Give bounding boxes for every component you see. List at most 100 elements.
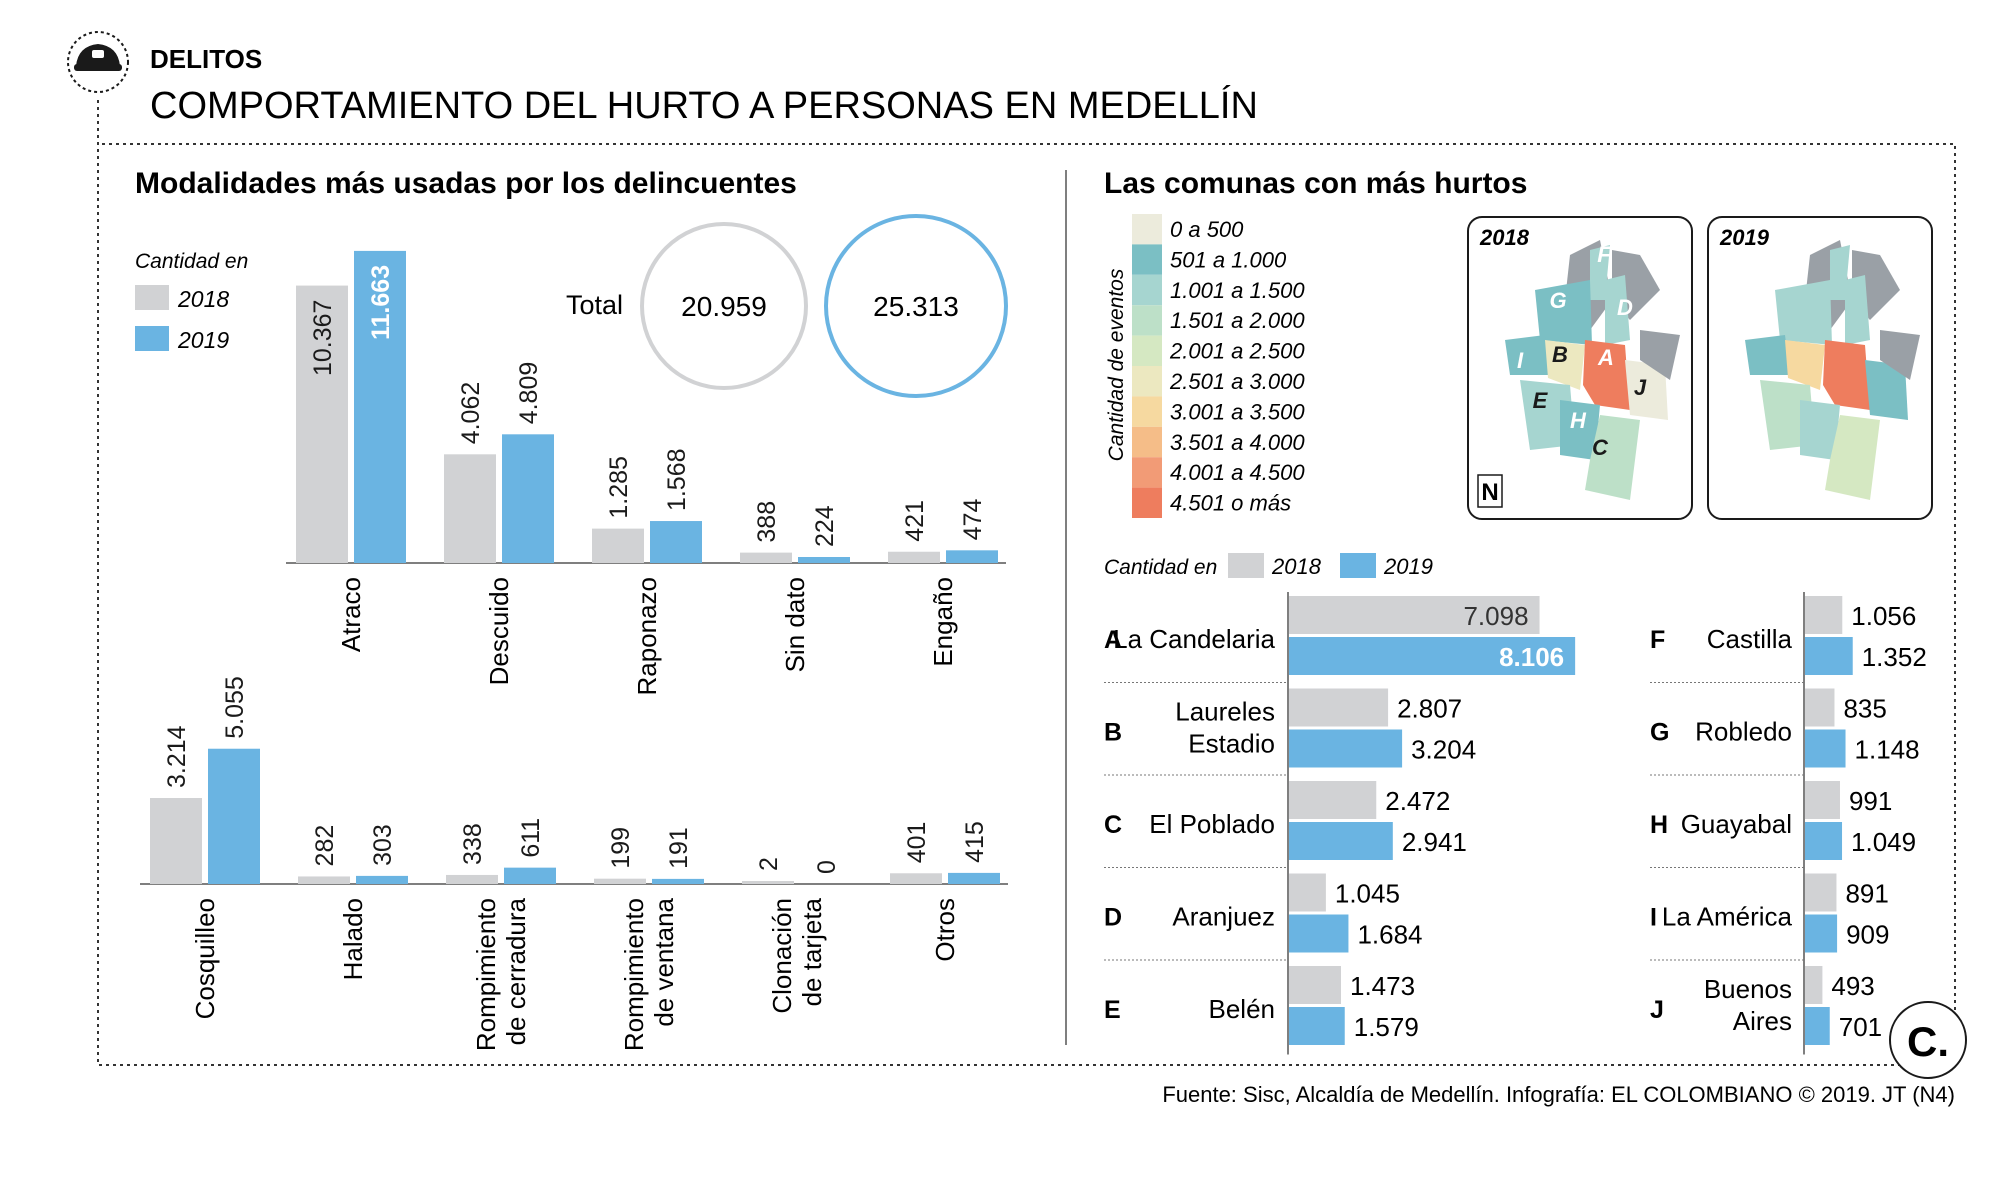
value-label-rompimiento-de-ventana-2018: 199 <box>607 827 635 869</box>
value-label-la-candelaria-2018: 7.098 <box>1463 601 1528 631</box>
comuna-letter-i: I <box>1650 904 1657 932</box>
value-label-castilla-2019: 1.352 <box>1862 642 1927 672</box>
bar-cosquilleo-2018 <box>150 797 202 884</box>
bar-belen-2019 <box>1289 1007 1345 1045</box>
bar-clonacion-de-tarjeta-2018 <box>742 881 794 884</box>
category-label-halado: Halado <box>338 898 368 980</box>
bar-cosquilleo-2019 <box>208 748 260 884</box>
police-cap-icon <box>74 44 122 71</box>
left-legend-swatch-2018 <box>135 285 169 310</box>
value-label-atraco-2019: 11.663 <box>367 265 395 340</box>
category-label-raponazo: Raponazo <box>632 577 662 696</box>
scale-label-2: 1.001 a 1.500 <box>1170 278 1305 303</box>
comunas-legend-label-2018: 2018 <box>1271 554 1322 579</box>
scale-swatch-7 <box>1132 426 1162 458</box>
value-label-cosquilleo-2019: 5.055 <box>221 676 249 739</box>
comuna-letter-d: D <box>1104 904 1122 932</box>
value-label-otros-2018: 401 <box>903 822 931 864</box>
bar-aranjuez-2019 <box>1289 914 1349 953</box>
scale-label-4: 2.001 a 2.500 <box>1169 339 1305 364</box>
map-letter-h: H <box>1570 408 1587 433</box>
map-letter-c: C <box>1592 435 1609 460</box>
category-label-cosquilleo: Cosquilleo <box>190 898 220 1019</box>
scale-label-1: 501 a 1.000 <box>1170 247 1287 272</box>
bar-la-america-2018 <box>1805 873 1837 912</box>
map-2018-letters: A B C D E F G H I J <box>1517 242 1647 460</box>
bar-laureles-estadio-2018 <box>1289 688 1389 727</box>
value-label-la-candelaria-2019: 8.106 <box>1499 642 1564 672</box>
comuna-name-aranjuez: Aranjuez <box>1172 902 1275 932</box>
bar-castilla-2019 <box>1805 637 1853 675</box>
map-letter-d: D <box>1617 295 1633 320</box>
bar-sin-dato-2019 <box>798 557 850 563</box>
category-label-descuido: Descuido <box>484 577 514 685</box>
scale-title: Cantidad de eventos <box>1105 268 1128 461</box>
bar-guayabal-2018 <box>1805 781 1840 819</box>
value-label-castilla-2018: 1.056 <box>1851 601 1916 631</box>
modalidades-chart-bottom: 3.214 5.055 Cosquilleo 282 303 Halado 338 611 Ro… <box>140 676 1008 1051</box>
category-label-engano: Engaño <box>928 577 958 667</box>
bar-sin-dato-2018 <box>740 552 792 563</box>
map-2019-comunas <box>1745 240 1920 500</box>
logo-text: C. <box>1907 1018 1949 1065</box>
comunas-legend-swatch-2019 <box>1340 553 1376 578</box>
left-legend-swatch-2019 <box>135 326 169 351</box>
section-label: DELITOS <box>150 44 262 74</box>
total-label: Total <box>566 290 623 320</box>
comuna-letter-e: E <box>1104 996 1121 1024</box>
value-label-belen-2018: 1.473 <box>1350 971 1415 1001</box>
bar-atraco-2018 <box>296 285 348 563</box>
bar-guayabal-2019 <box>1805 822 1843 860</box>
comuna-name-buenos-aires-0: Buenos <box>1704 974 1792 1004</box>
bar-aranjuez-2018 <box>1289 873 1326 912</box>
bar-engano-2018 <box>888 551 940 563</box>
scale-label-5: 2.501 a 3.000 <box>1169 369 1305 394</box>
bar-halado-2018 <box>298 876 350 884</box>
value-label-guayabal-2018: 991 <box>1849 786 1892 816</box>
value-label-rompimiento-de-cerradura-2019: 611 <box>517 818 545 858</box>
value-label-sin-dato-2019: 224 <box>811 505 839 547</box>
comuna-name-castilla: Castilla <box>1707 624 1793 654</box>
bar-buenos-aires-2018 <box>1805 966 1823 1004</box>
value-label-raponazo-2018: 1.285 <box>605 456 633 519</box>
totals: Total 20.959 25.313 <box>566 214 1008 398</box>
bar-otros-2019 <box>948 872 1000 884</box>
bar-robledo-2019 <box>1805 729 1846 768</box>
scale-swatch-0 <box>1132 214 1162 245</box>
bar-castilla-2018 <box>1805 596 1843 634</box>
category-label-rompimiento-de-ventana-1: de ventana <box>649 897 679 1026</box>
scale-label-9: 4.501 o más <box>1170 491 1291 516</box>
comuna-name-robledo: Robledo <box>1695 717 1792 747</box>
category-label-rompimiento-de-cerradura-1: de cerradura <box>501 897 531 1045</box>
scale-swatch-8 <box>1132 457 1162 488</box>
bar-rompimiento-de-cerradura-2018 <box>446 874 498 884</box>
comuna-name-belen: Belén <box>1209 994 1276 1024</box>
scale-swatch-9 <box>1132 487 1162 518</box>
comuna-letter-g: G <box>1650 719 1669 747</box>
comuna-letter-h: H <box>1650 811 1668 839</box>
scale-label-0: 0 a 500 <box>1170 217 1244 242</box>
value-label-clonacion-de-tarjeta-2019: 0 <box>813 860 841 874</box>
scale-label-3: 1.501 a 2.000 <box>1170 308 1305 333</box>
value-label-el-poblado-2019: 2.941 <box>1402 827 1467 857</box>
map-2019: 2019 <box>1707 216 1933 520</box>
map-letter-b: B <box>1552 342 1568 367</box>
bar-descuido-2018 <box>444 454 496 563</box>
category-label-otros: Otros <box>930 898 960 962</box>
value-label-sin-dato-2018: 388 <box>753 501 781 543</box>
value-label-robledo-2019: 1.148 <box>1855 735 1920 765</box>
left-legend: Cantidad en 2018 2019 <box>135 250 248 353</box>
bar-rompimiento-de-ventana-2019 <box>652 878 704 884</box>
value-label-laureles-estadio-2018: 2.807 <box>1397 694 1462 724</box>
map-letter-a: A <box>1597 345 1614 370</box>
left-section-title: Modalidades más usadas por los delincuen… <box>135 167 797 200</box>
bar-descuido-2019 <box>502 434 554 563</box>
logo-circle <box>1889 1001 1967 1079</box>
scale-swatch-6 <box>1132 396 1162 427</box>
map-2018: 2018 A B C D E F G H I J N <box>1467 216 1693 520</box>
category-label-rompimiento-de-ventana-0: Rompimiento <box>619 898 649 1051</box>
right-section-title: Las comunas con más hurtos <box>1104 167 1527 200</box>
comuna-letter-b: B <box>1104 719 1122 747</box>
value-label-descuido-2018: 4.062 <box>457 382 485 445</box>
page-title: COMPORTAMIENTO DEL HURTO A PERSONAS EN M… <box>150 84 1258 127</box>
